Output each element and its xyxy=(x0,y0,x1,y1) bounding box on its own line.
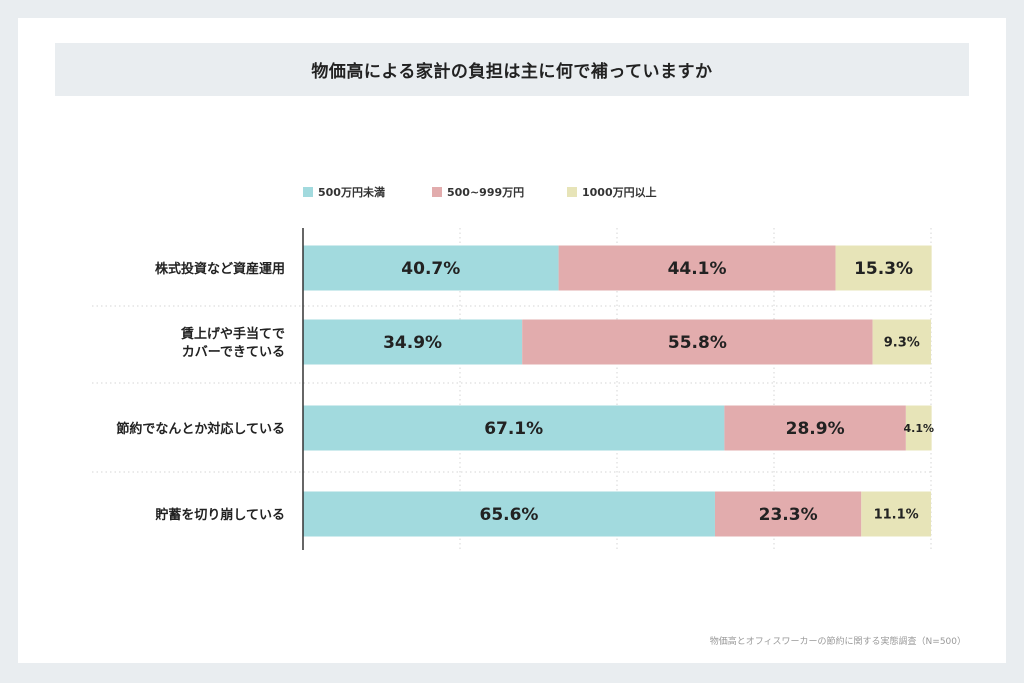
bar-segment-2-0 xyxy=(303,405,725,451)
bar-segment-1-1 xyxy=(522,319,873,365)
data-label-3-1: 23.3% xyxy=(759,505,818,525)
bar-segment-3-2 xyxy=(861,491,931,537)
data-label-1-2: 9.3% xyxy=(884,336,920,351)
source-note: 物価高とオフィスワーカーの節約に関する実態調査（N=500） xyxy=(709,637,966,647)
legend-item-series-1: 500~999万円 xyxy=(432,184,524,200)
category-label-1-line-0: 賃上げや手当てで xyxy=(180,326,285,342)
bar-segment-0-2 xyxy=(835,245,932,291)
data-label-0-2: 15.3% xyxy=(854,259,913,279)
bar-segment-2-2 xyxy=(905,405,932,451)
legend-label-series-2: 1000万円以上 xyxy=(582,186,657,199)
legend-swatch-series-0 xyxy=(303,187,313,197)
legend-label-series-0: 500万円未満 xyxy=(318,186,385,199)
data-label-2-1: 28.9% xyxy=(786,419,845,439)
bar-segment-3-1 xyxy=(714,491,862,537)
data-label-3-2: 11.1% xyxy=(874,508,919,523)
bar-segment-3-0 xyxy=(303,491,715,537)
legend-swatch-series-2 xyxy=(567,187,577,197)
category-label-3: 貯蓄を切り崩している xyxy=(155,507,285,523)
chart-title: 物価高による家計の負担は主に何で補っていますか xyxy=(55,43,969,96)
category-label-0: 株式投資など資産運用 xyxy=(155,261,285,277)
data-label-0-0: 40.7% xyxy=(401,259,460,279)
legend-label-series-1: 500~999万円 xyxy=(447,186,525,199)
data-label-2-2: 4.1% xyxy=(903,422,934,435)
bar-segment-2-1 xyxy=(724,405,906,451)
bar-segment-0-0 xyxy=(303,245,559,291)
legend-swatch-series-1 xyxy=(432,187,442,197)
legend-item-series-2: 1000万円以上 xyxy=(567,184,657,200)
legend: 500万円未満 500~999万円 1000万円以上 xyxy=(0,184,1024,200)
data-label-2-0: 67.1% xyxy=(484,419,543,439)
data-label-0-1: 44.1% xyxy=(668,259,727,279)
category-label-1-line-1: カバーできている xyxy=(182,345,285,360)
data-label-3-0: 65.6% xyxy=(479,505,538,525)
legend-item-series-0: 500万円未満 xyxy=(303,184,385,200)
data-label-1-0: 34.9% xyxy=(383,333,442,353)
data-label-1-1: 55.8% xyxy=(668,333,727,353)
bar-segment-1-2 xyxy=(872,319,931,365)
category-label-2: 節約でなんとか対応している xyxy=(116,421,285,437)
bar-segment-1-0 xyxy=(303,319,523,365)
bar-segment-0-1 xyxy=(558,245,836,291)
